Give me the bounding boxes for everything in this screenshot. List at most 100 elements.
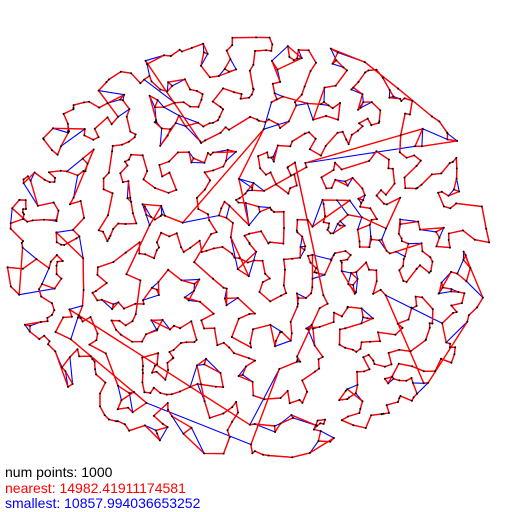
city-point xyxy=(76,348,79,351)
city-point xyxy=(279,80,282,83)
city-point xyxy=(92,148,95,151)
city-point xyxy=(244,192,247,195)
city-point xyxy=(327,104,330,107)
city-point xyxy=(144,424,146,427)
city-point xyxy=(96,299,99,302)
city-point xyxy=(236,268,239,271)
city-point xyxy=(337,118,340,121)
city-point xyxy=(143,391,146,394)
city-point xyxy=(162,106,165,109)
city-point xyxy=(415,267,418,270)
city-point xyxy=(291,456,294,459)
city-point xyxy=(356,370,358,373)
city-point xyxy=(222,412,225,415)
city-point xyxy=(345,138,348,141)
city-point xyxy=(421,296,424,299)
city-point xyxy=(329,440,332,443)
city-point xyxy=(167,408,169,411)
city-point xyxy=(11,207,14,210)
city-point xyxy=(415,304,418,307)
city-point xyxy=(208,122,211,125)
city-point xyxy=(370,414,373,417)
city-point xyxy=(46,316,49,319)
city-point xyxy=(253,259,256,262)
city-point xyxy=(405,156,408,159)
city-point xyxy=(256,118,259,121)
city-points xyxy=(6,36,491,459)
city-point xyxy=(324,145,327,147)
city-point xyxy=(60,243,63,246)
city-point xyxy=(260,230,263,233)
city-point xyxy=(464,254,467,257)
city-point xyxy=(455,177,458,180)
city-point xyxy=(160,204,163,207)
city-point xyxy=(60,277,63,280)
city-point xyxy=(97,89,100,92)
city-point xyxy=(225,287,228,290)
city-point xyxy=(106,116,109,119)
city-point xyxy=(373,363,376,365)
city-point xyxy=(231,420,234,423)
city-point xyxy=(270,208,273,211)
city-point xyxy=(385,227,388,230)
city-point xyxy=(365,261,368,264)
city-point xyxy=(430,173,433,176)
city-point xyxy=(43,334,46,337)
city-point xyxy=(204,139,207,142)
city-point xyxy=(23,323,26,326)
city-point xyxy=(243,234,246,237)
city-point xyxy=(292,59,295,62)
city-point xyxy=(38,338,41,341)
city-point xyxy=(394,333,397,336)
city-point xyxy=(233,256,236,259)
city-point xyxy=(355,271,358,274)
city-point xyxy=(287,120,290,123)
city-point xyxy=(268,241,271,244)
city-point xyxy=(252,328,254,331)
city-point xyxy=(449,342,452,345)
city-point xyxy=(117,115,120,118)
city-point xyxy=(296,57,299,60)
city-point xyxy=(75,237,78,240)
city-point xyxy=(139,279,142,282)
city-point xyxy=(332,169,335,171)
city-point xyxy=(307,328,310,331)
city-point xyxy=(89,355,92,358)
city-point xyxy=(112,227,115,230)
city-point xyxy=(356,383,359,386)
city-point xyxy=(356,129,359,132)
city-point xyxy=(323,86,326,89)
city-point xyxy=(296,231,299,234)
city-point xyxy=(189,88,192,91)
city-point xyxy=(303,85,306,88)
city-point xyxy=(267,454,270,457)
city-point xyxy=(269,206,271,209)
city-point xyxy=(346,258,349,261)
city-point xyxy=(445,341,448,344)
city-point xyxy=(21,211,24,214)
city-point xyxy=(164,378,167,381)
city-point xyxy=(407,318,410,321)
city-point xyxy=(455,202,458,205)
city-point xyxy=(338,343,341,346)
city-point xyxy=(167,369,170,371)
city-point xyxy=(121,99,124,102)
city-point xyxy=(152,414,155,417)
city-point xyxy=(166,134,169,137)
city-point xyxy=(225,159,228,162)
city-point xyxy=(296,302,299,305)
city-point xyxy=(336,222,339,225)
city-point xyxy=(296,355,299,358)
city-point xyxy=(193,289,195,292)
city-point xyxy=(349,254,352,256)
city-point xyxy=(399,395,402,397)
city-point xyxy=(108,418,110,421)
city-point xyxy=(158,164,161,166)
city-point xyxy=(347,283,350,285)
city-point xyxy=(48,340,51,343)
city-point xyxy=(340,419,343,422)
city-point xyxy=(410,377,413,379)
city-point xyxy=(127,180,130,183)
city-point xyxy=(341,130,344,133)
city-point xyxy=(362,101,365,104)
